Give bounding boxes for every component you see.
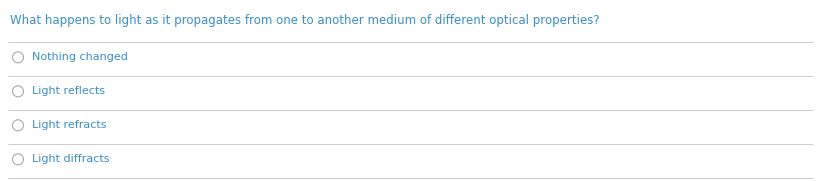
Text: Light diffracts: Light diffracts	[32, 154, 109, 164]
Text: Light reflects: Light reflects	[32, 86, 105, 96]
Text: Light refracts: Light refracts	[32, 120, 107, 130]
Text: What happens to light as it propagates from one to another medium of different o: What happens to light as it propagates f…	[10, 14, 599, 27]
Text: Nothing changed: Nothing changed	[32, 52, 128, 62]
